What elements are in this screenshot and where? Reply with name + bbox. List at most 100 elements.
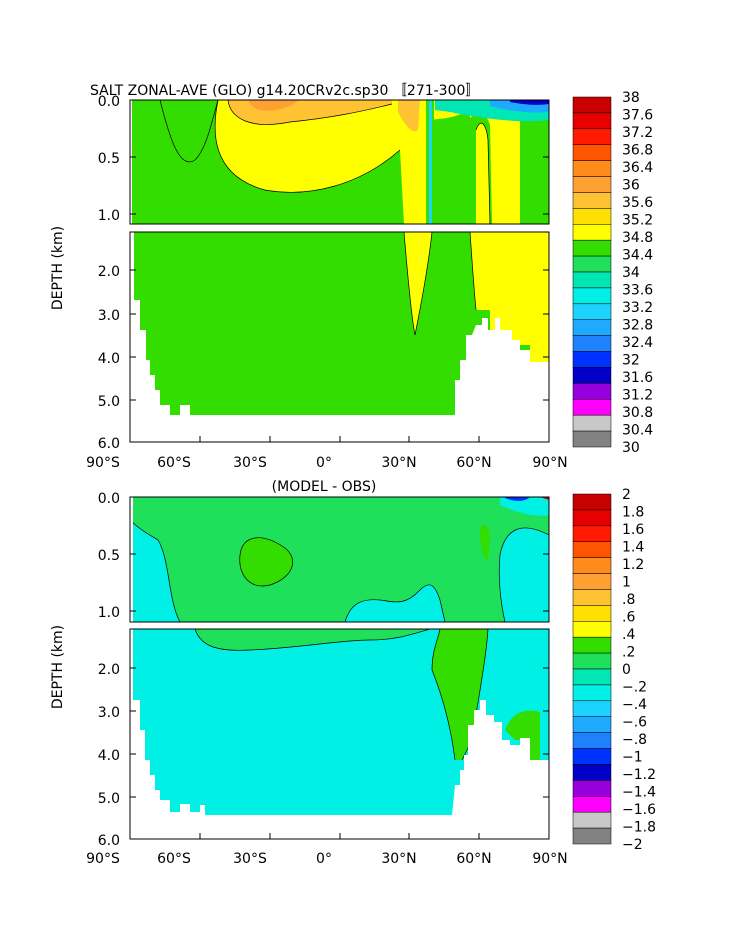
colorbar-tick-label: 38 — [622, 90, 640, 106]
colorbar-swatch — [572, 811, 612, 829]
colorbar-swatch — [572, 748, 612, 765]
plot-frame-upper — [129, 496, 550, 623]
field-lower — [130, 232, 549, 442]
colorbar-swatch — [572, 557, 612, 574]
colorbar-tick-label: 31.6 — [622, 370, 653, 386]
colorbar-swatch — [572, 255, 612, 273]
land-mask — [130, 497, 133, 622]
contour-line — [159, 100, 219, 163]
colorbar-swatch — [572, 764, 612, 781]
colorbar-tick-label: −1.4 — [622, 785, 656, 801]
x-tick-label: 60°S — [157, 455, 191, 471]
colorbar-swatch — [572, 541, 612, 558]
y-tick-label: 0.5 — [98, 151, 120, 167]
colorbar-tick-label: 33.6 — [622, 283, 653, 299]
colorbar-tick-label: 1.8 — [622, 505, 644, 521]
colorbar-tick-label: 33.2 — [622, 300, 653, 316]
colorbar-swatch — [572, 144, 612, 161]
colorbar-swatch — [572, 367, 612, 384]
field-region — [505, 497, 530, 501]
contour-line — [194, 629, 431, 651]
y-tick-label: 2.0 — [98, 264, 120, 280]
colorbar-swatch — [572, 430, 612, 448]
colorbar-swatch — [572, 383, 612, 400]
colorbar-tick-label: 36 — [622, 178, 640, 194]
colorbar-tick-label: 32.8 — [622, 318, 653, 334]
colorbar-swatch — [572, 287, 612, 305]
colorbar-swatch — [572, 780, 612, 797]
x-tick-label: 90°N — [532, 455, 567, 471]
colorbar-tick-label: .8 — [622, 592, 635, 608]
field-region — [195, 629, 430, 651]
y-tick-label: 3.0 — [98, 705, 120, 721]
colorbar-swatch — [572, 716, 612, 733]
y-tick-label: 2.0 — [98, 662, 120, 678]
colorbar-tick-label: −.2 — [622, 680, 647, 696]
field-region — [130, 232, 549, 442]
colorbar-tick-label: 35.6 — [622, 195, 653, 211]
colorbar-tick-label: −1.6 — [622, 802, 656, 818]
y-tick-label: 0.0 — [98, 94, 120, 110]
colorbar-tick-label: −.8 — [622, 732, 647, 748]
colorbar-swatch — [572, 224, 612, 241]
colorbar-tick-label: 32 — [622, 353, 640, 369]
colorbar-tick-label: .4 — [622, 627, 635, 643]
colorbar-swatch — [572, 335, 612, 352]
field-region — [499, 527, 549, 622]
land-mask — [130, 100, 132, 224]
x-tick-label: 0° — [316, 455, 332, 471]
x-tick-label: 30°N — [381, 455, 416, 471]
x-tick-label: 0° — [316, 851, 332, 867]
x-tick-label: 60°N — [456, 851, 491, 867]
colorbar-swatch — [572, 192, 612, 209]
colorbar-swatch — [572, 700, 612, 717]
y-axis-upper: 0.0 0.5 1.0 — [98, 491, 549, 621]
colorbar-tick-label: −1 — [622, 750, 643, 766]
contour-line — [403, 232, 433, 336]
chart-panel-salinity: SALT ZONAL-AVE (GLO) g14.20CRv2c.sp30 〚2… — [50, 83, 653, 471]
field-region — [345, 584, 445, 622]
y-tick-label: 5.0 — [98, 791, 120, 807]
y-tick-label: 6.0 — [98, 833, 120, 849]
colorbar-swatch — [572, 573, 612, 590]
field-upper — [130, 100, 549, 224]
y-tick-label: 1.0 — [98, 208, 120, 224]
colorbar-tick-label: 32.4 — [622, 335, 653, 351]
colorbar-tick-label: 30.4 — [622, 423, 653, 439]
colorbar-tick-label: −1.8 — [622, 820, 656, 836]
x-tick-label: 90°N — [532, 851, 567, 867]
colorbar-tick-label: .2 — [622, 645, 635, 661]
colorbar-swatch — [572, 160, 612, 177]
colorbar-swatch — [572, 399, 612, 416]
colorbar-swatch — [572, 176, 612, 193]
x-tick-label: 90°S — [86, 455, 120, 471]
colorbar-tick-label: 37.2 — [622, 125, 653, 141]
field-region — [239, 537, 293, 586]
y-tick-label: 3.0 — [98, 308, 120, 324]
colorbar-tick-label: 36.8 — [622, 143, 653, 159]
colorbar-tick-label: −.4 — [622, 697, 647, 713]
colorbar-tick-label: −1.2 — [622, 767, 656, 783]
x-tick-label: 90°S — [86, 851, 120, 867]
colorbar-tick-label: 36.4 — [622, 160, 653, 176]
y-axis-upper: 0.0 0.5 1.0 — [98, 94, 549, 224]
field-region — [248, 100, 300, 111]
field-region — [505, 710, 540, 760]
y-tick-label: 4.0 — [98, 351, 120, 367]
field-region — [476, 123, 490, 224]
colorbar-swatch — [572, 589, 612, 606]
contour-line — [130, 519, 181, 622]
field-region — [540, 497, 549, 500]
field-region — [215, 100, 520, 224]
y-axis-lower: 2.0 3.0 4.0 5.0 6.0 — [98, 662, 549, 849]
colorbar-tick-label: 30.8 — [622, 405, 653, 421]
colorbar-tick-label: 1.6 — [622, 522, 644, 538]
y-tick-label: 5.0 — [98, 394, 120, 410]
field-region — [130, 520, 180, 622]
y-axis-label: DEPTH (km) — [50, 226, 66, 310]
x-axis: 90°S 60°S 30°S 0° 30°N 60°N 90°N — [86, 833, 568, 867]
colorbar-swatch — [572, 112, 612, 130]
x-axis: 90°S 60°S 30°S 0° 30°N 60°N 90°N — [86, 436, 568, 471]
colorbar-tick-label: 34 — [622, 265, 640, 281]
